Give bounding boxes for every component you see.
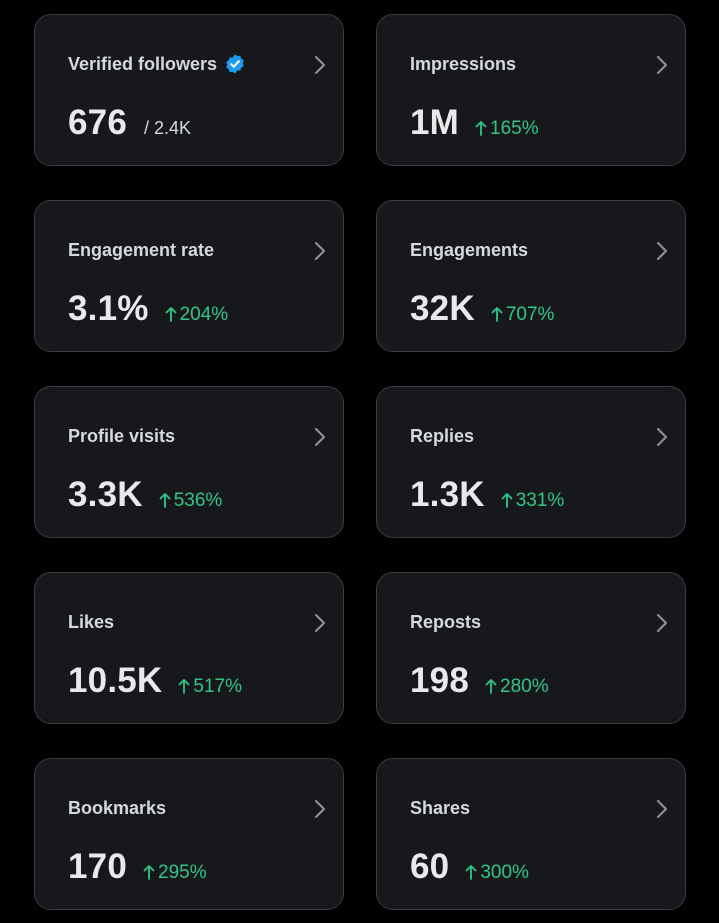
arrow-up-icon [475,120,487,136]
metric-change: 300% [465,862,529,884]
metric-title-label: Verified followers [68,54,218,74]
arrow-up-icon [501,492,513,508]
arrow-up-icon [143,864,155,880]
chevron-right-icon [655,53,669,77]
metric-card-likes[interactable]: Likes 10.5K 517% [34,572,344,724]
metric-card-shares[interactable]: Shares 60 300% [376,758,686,910]
metric-change: 165% [475,118,539,140]
metric-value-row: 32K 707% [410,289,554,329]
metric-title-label: Bookmarks [68,798,167,818]
metric-value: 198 [410,661,469,700]
chevron-right-icon [313,425,327,449]
metric-value: 1M [410,103,460,142]
metric-total: / 2.4K [144,118,192,138]
metric-title-label: Engagement rate [68,240,215,260]
metric-card-impressions[interactable]: Impressions 1M 165% [376,14,686,166]
metric-value: 32K [410,289,475,328]
metric-card-engagement-rate[interactable]: Engagement rate 3.1% 204% [34,200,344,352]
arrow-up-icon [491,306,503,322]
metric-title-label: Engagements [410,240,529,260]
chevron-right-icon [313,611,327,635]
metric-title-label: Profile visits [68,426,176,446]
metric-value: 3.3K [68,475,143,514]
arrow-up-icon [485,678,497,694]
metric-change-value: 517% [193,676,243,697]
metric-title: Engagement rate [68,239,214,261]
metric-title-label: Likes [68,612,115,632]
metric-title: Likes [68,611,114,633]
metric-change-value: 295% [158,862,207,883]
metric-change-value: 300% [480,862,529,883]
metric-value-row: 3.1% 204% [68,289,228,329]
metric-change-value: 331% [515,490,565,511]
metric-change-value: 707% [505,304,555,325]
metric-value: 3.1% [68,289,149,328]
metric-title: Shares [410,797,470,819]
metric-title: Impressions [410,53,516,75]
metric-change: 536% [159,490,223,512]
metric-card-engagements[interactable]: Engagements 32K 707% [376,200,686,352]
chevron-right-icon [313,797,327,821]
metric-value-row: 1.3K 331% [410,475,564,515]
metric-title: Engagements [410,239,528,261]
metric-change: 331% [501,490,565,512]
metric-change: 280% [485,676,549,698]
metric-card-bookmarks[interactable]: Bookmarks 170 295% [34,758,344,910]
arrow-up-icon [178,678,190,694]
verified-badge-icon [224,53,246,75]
metric-change-value: 536% [173,490,223,511]
metric-title: Bookmarks [68,797,166,819]
metric-value: 10.5K [68,661,163,700]
chevron-right-icon [655,611,669,635]
metric-value-row: 676 / 2.4K [68,103,191,143]
metric-change-value: 165% [490,118,539,139]
metric-title: Replies [410,425,474,447]
metric-change-value: 204% [179,304,229,325]
metric-card-verified-followers[interactable]: Verified followers 676 / 2.4K [34,14,344,166]
chevron-right-icon [655,425,669,449]
metric-value: 170 [68,847,127,886]
metric-value-row: 1M 165% [410,103,539,143]
metric-card-profile-visits[interactable]: Profile visits 3.3K 536% [34,386,344,538]
metric-title-label: Shares [410,798,471,818]
chevron-right-icon [655,797,669,821]
metric-value-row: 10.5K 517% [68,661,242,701]
metric-value-row: 198 280% [410,661,549,701]
metric-title: Reposts [410,611,481,633]
metric-change: 295% [143,862,207,884]
arrow-up-icon [165,306,177,322]
chevron-right-icon [655,239,669,263]
metric-change: 204% [165,304,229,326]
metric-value: 676 [68,103,127,142]
metric-title-label: Replies [410,426,475,446]
metric-card-reposts[interactable]: Reposts 198 280% [376,572,686,724]
metric-value: 1.3K [410,475,485,514]
metric-card-replies[interactable]: Replies 1.3K 331% [376,386,686,538]
chevron-right-icon [313,239,327,263]
chevron-right-icon [313,53,327,77]
metric-value-row: 60 300% [410,847,529,887]
metric-change-value: 280% [500,676,549,697]
arrow-up-icon [465,864,477,880]
metrics-grid: Verified followers 676 / 2.4K Impression… [34,14,686,910]
arrow-up-icon [159,492,171,508]
metric-title-label: Impressions [410,54,517,74]
metric-title-label: Reposts [410,612,482,632]
metric-value: 60 [410,847,450,886]
metric-title: Profile visits [68,425,175,447]
metric-change: 707% [491,304,555,326]
metric-value-row: 170 295% [68,847,207,887]
metric-change: 517% [178,676,242,698]
metric-value-row: 3.3K 536% [68,475,222,515]
metric-title: Verified followers [68,53,246,75]
